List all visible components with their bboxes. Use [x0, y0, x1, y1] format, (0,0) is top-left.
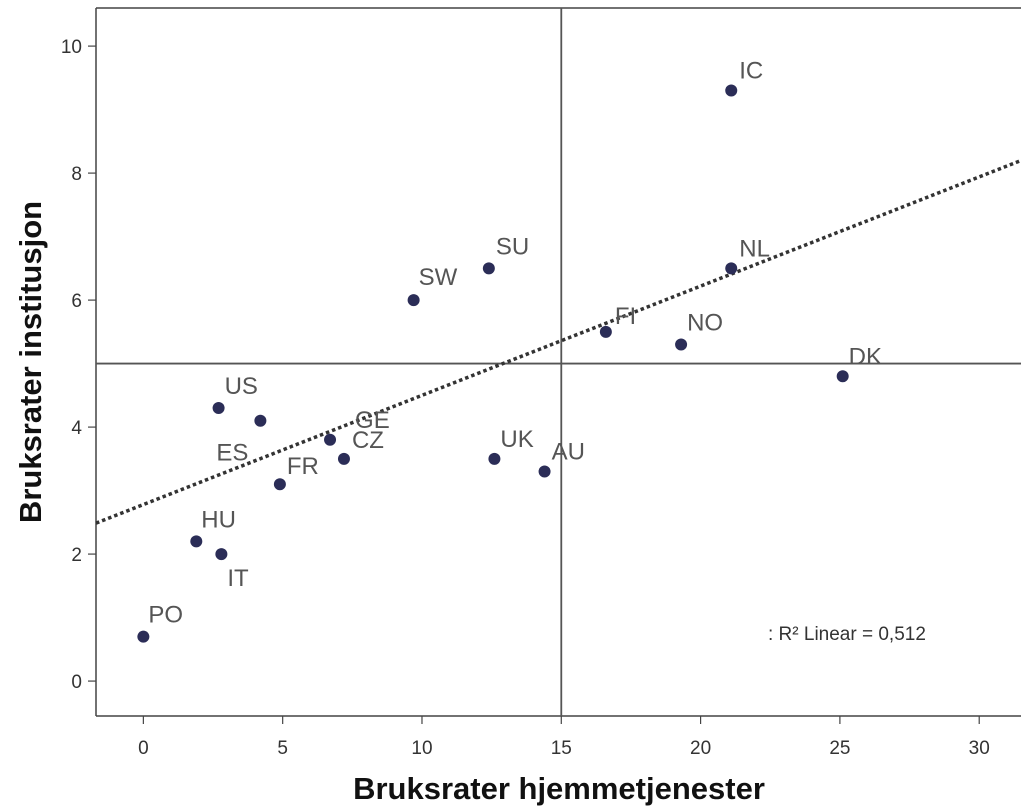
point-label-it: IT [227, 565, 249, 592]
point-label-no: NO [687, 310, 723, 337]
data-point-sw [407, 294, 420, 307]
data-point-fi [599, 325, 612, 338]
point-label-po: PO [148, 602, 183, 629]
data-point-su [482, 262, 495, 275]
data-point-us [212, 402, 225, 415]
x-tick-label: 20 [690, 738, 711, 759]
x-tick-label: 5 [277, 738, 288, 759]
point-label-uk: UK [500, 426, 533, 453]
data-point-ge [324, 433, 337, 446]
data-point-no [675, 338, 688, 351]
y-tick-label: 10 [61, 37, 82, 58]
point-label-cz: CZ [352, 427, 384, 454]
x-tick-label: 10 [411, 738, 432, 759]
x-tick-label: 30 [969, 738, 990, 759]
x-tick-label: 0 [138, 738, 149, 759]
y-tick-label: 8 [71, 164, 82, 185]
point-label-sw: SW [419, 264, 458, 291]
data-point-ic [725, 84, 738, 97]
data-point-es [254, 414, 267, 427]
y-axis-title: Bruksrater institusjon [13, 201, 48, 523]
fit-line-group [95, 158, 1021, 525]
point-label-au: AU [552, 439, 585, 466]
point-label-fr: FR [287, 453, 319, 480]
point-label-ge: GE [355, 407, 390, 434]
data-point-dk [836, 370, 849, 383]
point-label-es: ES [216, 440, 248, 467]
r2-annotation: : R² Linear = 0,512 [768, 624, 926, 645]
axes: 0 5 10 15 20 25 30 0 2 4 6 8 10 [61, 7, 1021, 759]
point-label-us: US [225, 373, 258, 400]
data-point-po [137, 630, 150, 643]
reference-lines [96, 8, 1021, 716]
point-label-fi: FI [615, 303, 636, 330]
data-points [137, 84, 849, 643]
data-point-nl [725, 262, 738, 275]
y-tick-label: 6 [71, 291, 82, 312]
x-tick-label: 15 [551, 738, 572, 759]
point-label-ic: IC [739, 58, 763, 85]
data-point-uk [488, 452, 501, 465]
data-point-hu [190, 535, 203, 548]
y-tick-label: 4 [71, 418, 82, 439]
point-label-dk: DK [849, 343, 882, 370]
x-axis-title: Bruksrater hjemmetjenester [353, 771, 765, 806]
data-point-fr [273, 478, 286, 491]
y-tick-label: 0 [71, 672, 82, 693]
data-point-it [215, 548, 228, 561]
data-point-au [538, 465, 551, 478]
point-label-hu: HU [201, 506, 236, 533]
fit-line [95, 158, 1021, 525]
data-point-cz [337, 452, 350, 465]
y-tick-label: 2 [71, 545, 82, 566]
point-label-su: SU [496, 233, 529, 260]
x-tick-label: 25 [829, 738, 850, 759]
point-label-nl: NL [739, 235, 770, 262]
